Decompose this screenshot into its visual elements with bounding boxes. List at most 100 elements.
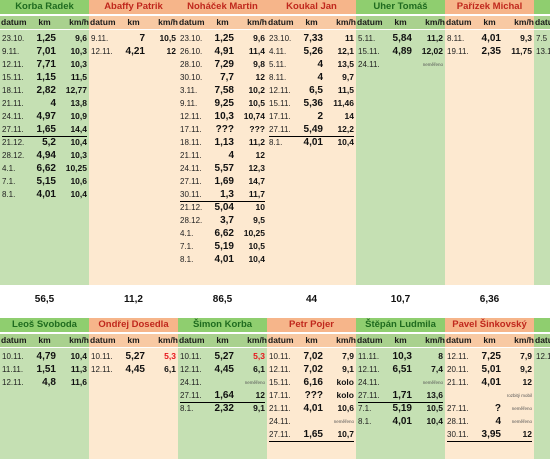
cell-date: 15.11. xyxy=(269,378,291,387)
column-background xyxy=(534,30,550,285)
table-row: 28.10. 7,29 9,8 xyxy=(0,58,550,71)
table-row: 30.10. 7,7 12 xyxy=(0,71,550,84)
cell-date: 12.11. xyxy=(358,365,380,374)
cell-km: 1,64 xyxy=(214,390,234,401)
label-datum: datum xyxy=(445,16,476,29)
cell-date: 24.11. xyxy=(180,164,202,173)
column-background xyxy=(0,348,89,459)
cell-date: 26.10. xyxy=(180,47,203,56)
cell-date: 23.10. xyxy=(180,34,203,43)
cell-km: 4,45 xyxy=(125,364,145,375)
table-row: 12.11. 10,3 10,74 xyxy=(0,110,550,123)
cell-note: rozbitý mobil xyxy=(506,393,532,398)
cell-date: 18.11. xyxy=(2,86,24,95)
label-datum: datum xyxy=(267,334,298,347)
cell-date: 24.11. xyxy=(180,378,202,387)
cell-speed: 10,9 xyxy=(70,111,87,121)
cell-date: 12.1 xyxy=(536,352,550,361)
cell-date: 18.11. xyxy=(180,138,202,147)
cell-km: ??? xyxy=(304,390,323,401)
cell-speed: 12,1 xyxy=(337,46,354,56)
cell-km: 7,25 xyxy=(481,351,501,362)
table-row: 24.11. neměřeno xyxy=(0,58,550,71)
person-name: Uher Tomáš xyxy=(356,0,445,14)
person-name: Petr Pojer xyxy=(267,318,356,332)
cell-date: 9.11. xyxy=(2,47,20,56)
table-row: 4.11. 5,26 12,1 xyxy=(0,45,550,58)
cell-date: 27.11. xyxy=(269,430,291,439)
column-background xyxy=(356,348,445,459)
cell-date: 8.11. xyxy=(269,73,287,82)
cell-date: 8.1. xyxy=(358,417,372,426)
label-kmh: km/h xyxy=(415,334,445,347)
cell-km: 4 xyxy=(50,98,56,109)
person-header: Pavel Šinkovský xyxy=(0,318,550,332)
cell-speed: 12 xyxy=(522,377,532,387)
cell-km: 1,71 xyxy=(392,390,412,401)
label-kmh: km/h xyxy=(504,334,534,347)
table-row: 8.1. 4,01 10,4 xyxy=(0,136,550,149)
label-km: km xyxy=(475,16,504,29)
label-datum: datum xyxy=(267,16,298,29)
table-row: 27.11. 1,71 13,6 xyxy=(0,389,550,402)
table-row: 8.11. 4,01 9,3 xyxy=(0,32,550,45)
cell-date: 30.11. xyxy=(180,190,202,199)
cell-km: 7,02 xyxy=(303,351,323,362)
cell-km: 5,19 xyxy=(392,403,412,414)
cell-km: 4 xyxy=(228,150,234,161)
cell-date: 12.11. xyxy=(91,365,113,374)
cell-date: 10.11. xyxy=(2,352,24,361)
cell-km: 5,36 xyxy=(303,98,323,109)
table-row: 27.11. 1,65 14,4 xyxy=(0,123,550,136)
table-row: 12.11. 4,8 11,6 xyxy=(0,376,550,389)
column-background xyxy=(89,30,178,285)
cell-km: 4,97 xyxy=(36,111,56,122)
table-row: 12.11. 4,45 6,1 xyxy=(0,363,550,376)
label-km: km xyxy=(297,334,326,347)
label-kmh: km/h xyxy=(504,16,534,29)
table-row: 9.11. 9,25 10,5 xyxy=(0,97,550,110)
person-header: Pařízek Michal xyxy=(0,0,550,14)
cell-speed: 10,3 xyxy=(70,150,87,160)
label-datum: datum xyxy=(89,334,120,347)
label-km: km xyxy=(297,16,326,29)
cell-km: 4,01 xyxy=(36,189,56,200)
table-row: 4.1. 6,62 10,25 xyxy=(0,162,550,175)
table-row: 10.11. 5,27 5,3 xyxy=(0,350,550,363)
cell-date: 15.11. xyxy=(2,73,24,82)
row-underline xyxy=(180,402,265,403)
cell-date: 4.1. xyxy=(2,164,16,173)
table-row: 13.1 xyxy=(0,45,550,58)
cell-note: neměřeno xyxy=(511,406,532,411)
cell-km: 5,84 xyxy=(392,33,412,44)
table-row: 10.11. 7,02 7,9 xyxy=(0,350,550,363)
cell-date: 17.11. xyxy=(269,391,291,400)
cell-date: 24.11. xyxy=(269,417,291,426)
cell-km: 5,27 xyxy=(125,351,145,362)
cell-km: 4,8 xyxy=(42,377,56,388)
cell-date: 17.11. xyxy=(269,112,291,121)
cell-date: 4.11. xyxy=(269,47,287,56)
table-row: 21.11. 4,01 10,6 xyxy=(0,402,550,415)
cell-date: 21.12. xyxy=(2,138,25,147)
cell-date: 5.11. xyxy=(358,34,376,43)
cell-speed: 14 xyxy=(344,111,354,121)
cell-speed: 12 xyxy=(166,46,176,56)
label-datum: datum xyxy=(178,16,209,29)
cell-speed: 10,5 xyxy=(248,241,265,251)
person-total: 6,36 xyxy=(479,294,500,305)
person-header: Štěpán Ludmila xyxy=(0,318,550,332)
cell-km: 4 xyxy=(317,72,323,83)
cell-km: 4,21 xyxy=(125,46,145,57)
person-header: Abaffy Patrik xyxy=(0,0,550,14)
cell-date: 30.11. xyxy=(447,430,469,439)
label-km: km xyxy=(208,16,237,29)
cell-km: 5,26 xyxy=(303,46,323,57)
label-datum: datum xyxy=(89,16,120,29)
cell-date: 12.11. xyxy=(2,60,24,69)
